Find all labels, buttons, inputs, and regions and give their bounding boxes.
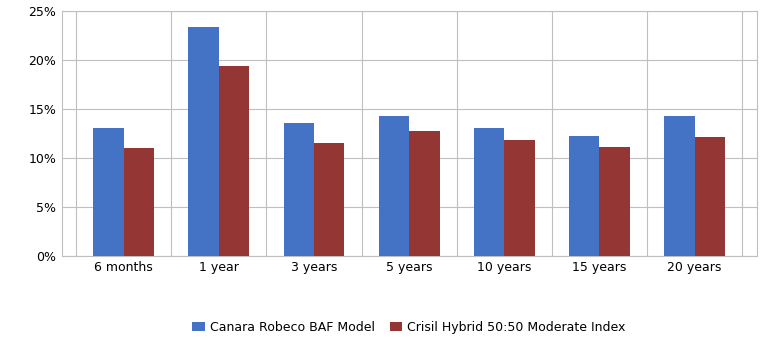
Bar — [409, 131, 439, 256]
Bar — [599, 147, 630, 256]
Bar — [569, 136, 599, 256]
Bar — [474, 128, 504, 256]
Bar — [504, 140, 535, 256]
Bar — [664, 116, 695, 256]
Bar — [379, 116, 409, 256]
Bar — [124, 148, 154, 256]
Bar — [283, 123, 314, 256]
Bar — [219, 66, 249, 256]
Legend: Canara Robeco BAF Model, Crisil Hybrid 50:50 Moderate Index: Canara Robeco BAF Model, Crisil Hybrid 5… — [188, 316, 631, 339]
Bar — [314, 143, 344, 256]
Bar — [93, 128, 124, 256]
Bar — [188, 27, 219, 256]
Bar — [695, 137, 725, 256]
